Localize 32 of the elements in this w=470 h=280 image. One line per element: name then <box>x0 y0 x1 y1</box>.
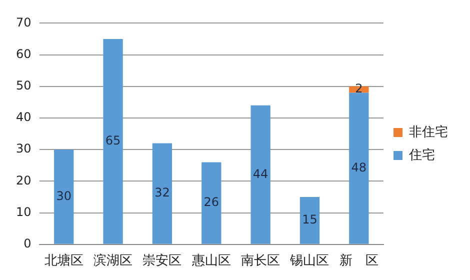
bar <box>250 105 270 244</box>
x-tick-label: 新 区 <box>339 254 378 269</box>
bar <box>349 92 369 244</box>
bar <box>152 143 172 244</box>
y-tick-label: 10 <box>16 204 32 219</box>
y-tick-label: 70 <box>16 15 32 30</box>
legend-label: 住宅 <box>408 146 435 163</box>
x-tick-label: 崇安区 <box>142 252 182 269</box>
data-label: 2 <box>355 82 363 96</box>
x-tick-label: 惠山区 <box>190 254 231 269</box>
data-label: 65 <box>105 134 121 148</box>
x-tick-label: 北塘区 <box>44 254 84 269</box>
y-tick-label: 20 <box>16 173 32 188</box>
bar <box>300 197 320 244</box>
data-label: 26 <box>204 195 220 210</box>
data-label: 15 <box>302 212 318 227</box>
y-tick-label: 40 <box>16 110 32 124</box>
bar <box>54 150 74 244</box>
data-label: 32 <box>154 186 170 200</box>
y-tick-label: 60 <box>16 46 32 61</box>
legend-label: 非住宅 <box>409 124 448 140</box>
y-tick-label: 50 <box>16 78 32 93</box>
y-tick-label: 0 <box>24 236 32 251</box>
x-tick-label: 锡山区 <box>289 254 330 269</box>
x-tick-label: 滨湖区 <box>94 252 133 269</box>
x-tick-label: 南长区 <box>241 254 280 269</box>
bar <box>103 39 123 244</box>
bar <box>202 162 222 244</box>
y-tick-label: 30 <box>16 142 32 156</box>
data-label: 44 <box>252 166 268 181</box>
data-label: 48 <box>351 160 367 174</box>
data-label: 30 <box>56 188 72 203</box>
